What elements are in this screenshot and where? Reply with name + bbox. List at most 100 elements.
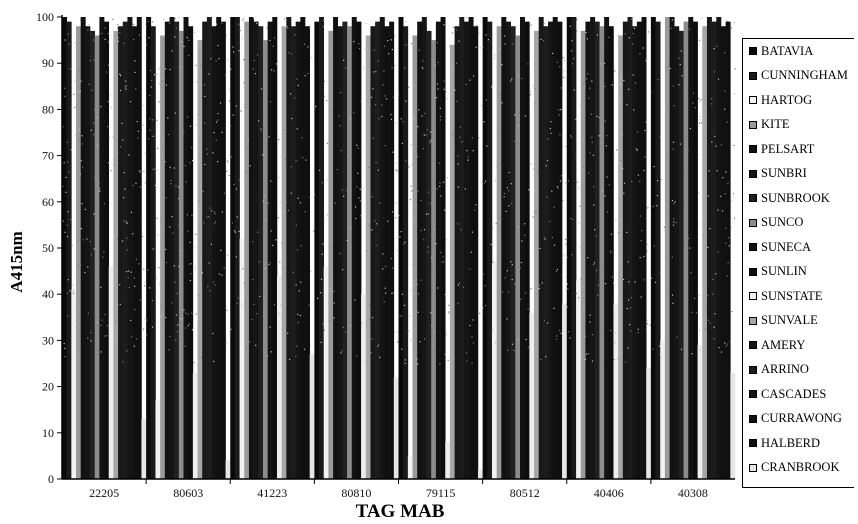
bar-amery-80512 [538,17,544,479]
bar-cunningham-80512 [487,21,493,480]
bar-pelsart-41223 [248,17,254,479]
grain-dot [120,75,122,77]
grain-dot [87,312,89,314]
grain-dot [521,240,523,242]
grain-dot [370,96,373,98]
grain-dot [375,161,377,164]
grain-dot [296,128,298,130]
grain-dot [145,57,147,59]
bar-arrino-40406 [627,17,633,479]
grain-dot [440,251,442,254]
grain-dot [308,304,310,306]
grain-dot [623,79,625,82]
bar-sunstate-41223 [276,275,282,479]
bar-suneca-41223 [267,21,273,480]
grain-dot [707,246,709,248]
grain-dot [395,217,397,219]
grain-dot [67,279,69,281]
grain-dot [424,338,426,340]
grain-dot [510,80,512,82]
grain-dot [133,277,135,279]
grain-dot [217,44,219,47]
bar-batavia-40406 [566,17,572,479]
grain-dot [194,31,196,34]
grain-dot [273,70,275,72]
grain-dot [174,281,176,283]
grain-dot [282,211,284,213]
grain-dot [397,236,399,238]
grain-dot [146,44,148,46]
grain-dot [714,313,716,315]
grain-dot [513,349,515,352]
grain-dot [212,152,214,154]
grain-dot [212,332,214,335]
grain-dot [543,237,545,239]
x-axis-title: TAG MAB [356,501,445,522]
grain-dot [77,240,79,242]
grain-dot [695,312,697,314]
grain-dot [214,284,216,286]
grain-dot [376,223,378,225]
grain-dot [384,145,386,147]
grain-dot [619,223,621,225]
grain-dot [734,21,736,24]
legend-item-halberd: HALBERD [749,434,820,452]
grain-dot [258,261,260,263]
grain-dot [184,165,186,167]
grain-dot [297,197,299,199]
grain-dot [401,142,403,144]
grain-dot [517,75,519,77]
grain-dot [89,241,91,243]
grain-dot [439,182,441,184]
bar-arrino-22205 [122,21,128,480]
grain-dot [186,36,188,39]
grain-dot [228,175,230,177]
grain-dot [71,323,73,325]
bar-cranbrook-80512 [562,303,568,479]
legend-label: SUNCO [761,215,804,229]
grain-dot [538,287,540,290]
grain-dot [439,185,441,187]
grain-dot [466,17,468,19]
grain-dot [417,311,419,313]
grain-dot [529,90,532,93]
grain-dot [475,46,477,48]
grain-dot [89,60,91,62]
grain-dot [593,204,595,206]
grain-dot [589,321,591,323]
grain-dot [329,110,332,113]
grain-dot [143,285,146,287]
grain-dot [623,192,625,194]
bar-suneca-22205 [99,17,105,479]
grain-dot [200,65,202,67]
grain-dot [639,180,641,182]
grain-dot [591,334,594,336]
grain-dot [571,40,573,42]
grain-dot [326,100,328,102]
bar-kite-80603 [160,35,166,479]
grain-dot [717,78,720,80]
bar-sunbri-41223 [253,21,259,480]
grain-dot [175,314,178,316]
grain-dot [247,29,249,31]
grain-dot [552,52,554,54]
grain-dot [408,86,410,88]
grain-dot [368,166,370,169]
grain-dot [384,45,386,47]
grain-dot [262,114,264,116]
grain-dot [189,241,191,243]
grain-dot [711,103,713,105]
grain-dot [120,89,122,92]
grain-dot [440,195,442,197]
grain-dot [712,293,714,295]
grain-dot [524,223,526,225]
grain-dot [565,145,567,148]
grain-dot [64,95,66,97]
grain-dot [384,287,386,289]
grain-dot [171,216,173,218]
grain-dot [570,50,573,52]
grain-dot [238,50,240,52]
grain-dot [403,304,406,306]
grain-dot [596,34,599,36]
